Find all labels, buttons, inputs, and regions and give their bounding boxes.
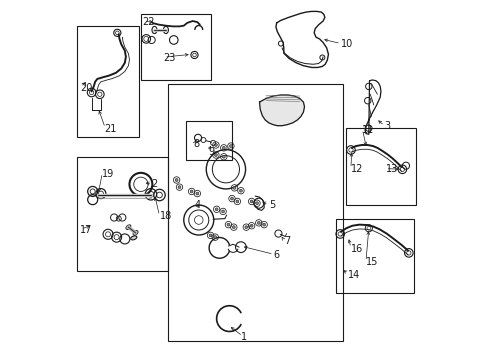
Bar (167, 84, 342, 341)
Text: 9: 9 (207, 147, 214, 157)
Circle shape (232, 226, 235, 229)
Circle shape (250, 200, 253, 203)
Text: 15: 15 (365, 257, 378, 267)
Bar (335, 219, 413, 293)
Text: 14: 14 (347, 270, 360, 280)
Circle shape (262, 223, 265, 226)
Bar (346, 128, 415, 205)
Circle shape (229, 145, 232, 148)
Text: 2: 2 (151, 179, 157, 189)
Text: 3: 3 (384, 121, 390, 131)
Polygon shape (259, 95, 304, 126)
Circle shape (214, 144, 217, 147)
Circle shape (190, 190, 193, 193)
Text: 13: 13 (385, 164, 397, 174)
Circle shape (178, 186, 181, 189)
Text: 18: 18 (159, 211, 171, 221)
Text: 8: 8 (193, 139, 200, 149)
Circle shape (226, 223, 229, 226)
Circle shape (221, 210, 224, 213)
Text: 22: 22 (142, 17, 155, 27)
Text: 20: 20 (80, 83, 92, 93)
Text: 17: 17 (80, 225, 92, 235)
Circle shape (244, 226, 247, 229)
Circle shape (222, 147, 225, 149)
Circle shape (257, 221, 260, 224)
Circle shape (175, 179, 178, 181)
Bar (77, 157, 167, 271)
Bar (141, 14, 210, 80)
Circle shape (209, 234, 212, 237)
Bar (77, 26, 139, 137)
Text: 19: 19 (102, 168, 114, 179)
Text: 5: 5 (268, 200, 274, 210)
Text: 21: 21 (104, 123, 117, 134)
Text: 10: 10 (340, 39, 352, 49)
Circle shape (215, 208, 218, 211)
Text: 4: 4 (194, 200, 200, 210)
Text: 7: 7 (283, 236, 289, 246)
Circle shape (222, 156, 225, 158)
Circle shape (233, 186, 235, 189)
Text: 6: 6 (273, 250, 279, 260)
Text: 1: 1 (241, 332, 246, 342)
Circle shape (196, 192, 198, 195)
Text: 23: 23 (163, 53, 175, 63)
Circle shape (214, 154, 217, 157)
Circle shape (250, 224, 253, 227)
Circle shape (235, 200, 238, 203)
Text: 11: 11 (362, 125, 374, 135)
Text: 12: 12 (350, 164, 363, 174)
Circle shape (230, 197, 233, 200)
Ellipse shape (130, 236, 137, 240)
Circle shape (255, 202, 258, 204)
Bar (185, 121, 231, 160)
Circle shape (239, 189, 242, 192)
Circle shape (213, 236, 216, 239)
Text: 16: 16 (350, 244, 363, 253)
